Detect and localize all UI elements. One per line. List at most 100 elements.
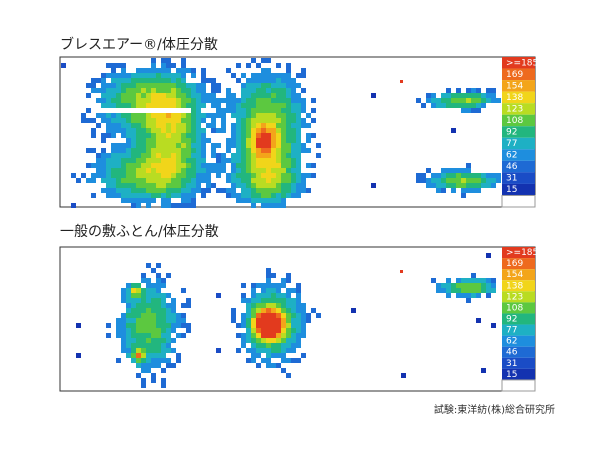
- heat-cell: [241, 98, 246, 103]
- heat-cell: [141, 183, 146, 188]
- heat-cell: [446, 183, 451, 188]
- heat-cell: [271, 353, 276, 358]
- heat-cell: [141, 358, 146, 363]
- heat-cell: [131, 308, 136, 313]
- heat-cell: [276, 288, 281, 293]
- heat-cell: [76, 353, 81, 358]
- heat-cell: [261, 128, 266, 133]
- heat-cell: [151, 73, 156, 78]
- heat-cell: [156, 328, 161, 333]
- heat-cell: [256, 123, 261, 128]
- heat-cell: [106, 63, 111, 68]
- heat-cell: [296, 288, 301, 293]
- heat-cell: [171, 303, 176, 308]
- heat-cell: [246, 153, 251, 158]
- heat-cell: [236, 133, 241, 138]
- heat-cell: [281, 128, 286, 133]
- heat-cell: [101, 178, 106, 183]
- heat-cell: [486, 278, 491, 283]
- heat-cell: [136, 98, 141, 103]
- heat-cell: [176, 153, 181, 158]
- heat-cell: [256, 113, 261, 118]
- heat-cell: [221, 163, 226, 168]
- heat-cell: [111, 98, 116, 103]
- legend-swatch: [502, 126, 535, 138]
- legend-label: >=185: [506, 58, 538, 68]
- heat-cell: [156, 363, 161, 368]
- heat-cell: [471, 273, 476, 278]
- heat-cell: [121, 83, 126, 88]
- heat-cell: [156, 138, 161, 143]
- heat-cell: [91, 118, 96, 123]
- heat-cell: [171, 363, 176, 368]
- heat-cell: [451, 93, 456, 98]
- heat-cell: [231, 193, 236, 198]
- heat-cell: [246, 298, 251, 303]
- heat-cell: [141, 333, 146, 338]
- legend-label: 77: [506, 139, 517, 149]
- heat-cell: [286, 68, 291, 73]
- heat-cell: [166, 123, 171, 128]
- heat-cell: [61, 63, 66, 68]
- heat-cell: [156, 358, 161, 363]
- heat-cell: [141, 318, 146, 323]
- heat-cell: [261, 143, 266, 148]
- heat-cell: [426, 98, 431, 103]
- heat-cell: [251, 183, 256, 188]
- heat-cell: [196, 143, 201, 148]
- heat-cell: [491, 178, 496, 183]
- heat-cell: [156, 153, 161, 158]
- heat-cell: [161, 198, 166, 203]
- heat-cell: [96, 123, 101, 128]
- heat-cell: [491, 283, 496, 288]
- heat-cell: [261, 178, 266, 183]
- heat-cell: [146, 333, 151, 338]
- heat-cell: [246, 123, 251, 128]
- heat-cell: [281, 148, 286, 153]
- heat-cell: [216, 168, 221, 173]
- heat-cell: [306, 113, 311, 118]
- heat-cell: [161, 133, 166, 138]
- heat-cell: [466, 168, 471, 173]
- heat-cell: [296, 338, 301, 343]
- heat-cell: [261, 193, 266, 198]
- heat-cell: [421, 178, 426, 183]
- heat-cell: [271, 288, 276, 293]
- heat-cell: [136, 303, 141, 308]
- heat-cell: [111, 173, 116, 178]
- heat-cell: [91, 173, 96, 178]
- heat-cell: [441, 173, 446, 178]
- heat-cell: [141, 303, 146, 308]
- heat-cell: [456, 288, 461, 293]
- heat-cell: [271, 163, 276, 168]
- heat-cell: [111, 63, 116, 68]
- heat-cell: [251, 58, 256, 63]
- heat-cell: [181, 288, 186, 293]
- heat-cell: [446, 168, 451, 173]
- heat-cell: [281, 198, 286, 203]
- heat-cell: [136, 328, 141, 333]
- heat-cell: [121, 118, 126, 123]
- heat-cell: [146, 343, 151, 348]
- heat-cell: [136, 113, 141, 118]
- heat-cell: [161, 358, 166, 363]
- heat-cell: [281, 158, 286, 163]
- heat-cell: [456, 283, 461, 288]
- heat-cell: [476, 88, 481, 93]
- heat-cell: [461, 193, 466, 198]
- heat-cell: [276, 328, 281, 333]
- heat-cell: [476, 108, 481, 113]
- heat-cell: [111, 93, 116, 98]
- heat-cell: [271, 323, 276, 328]
- heat-cell: [231, 73, 236, 78]
- heat-cell: [221, 113, 226, 118]
- heat-cell: [141, 288, 146, 293]
- heat-cell: [141, 93, 146, 98]
- heat-cell: [231, 153, 236, 158]
- heat-cell: [286, 133, 291, 138]
- heat-cell: [286, 273, 291, 278]
- heat-cell: [171, 148, 176, 153]
- heat-cell: [281, 323, 286, 328]
- heat-cell: [256, 103, 261, 108]
- heat-cell: [216, 83, 221, 88]
